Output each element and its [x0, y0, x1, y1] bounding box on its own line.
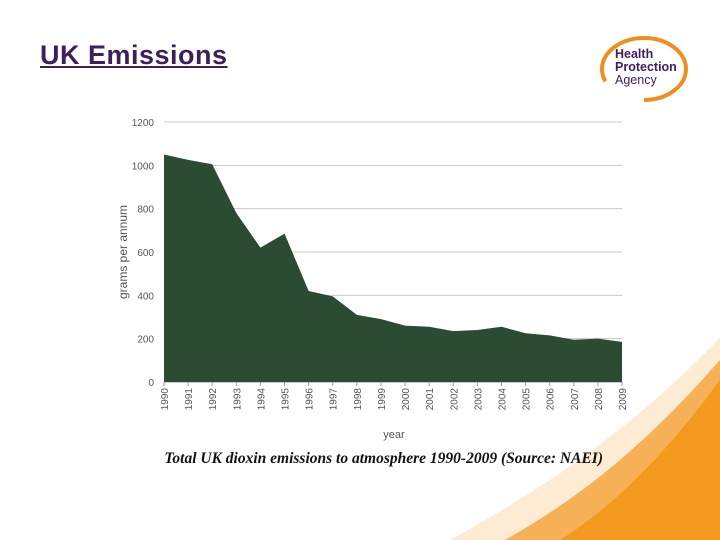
health-protection-agency-logo: Health Protection Agency — [598, 34, 690, 104]
x-tick-label: 1994 — [256, 388, 267, 411]
logo-line-3: Agency — [615, 73, 657, 87]
x-axis-label: year — [383, 429, 405, 441]
y-tick-label: 0 — [148, 378, 154, 389]
logo-line-1: Health — [615, 47, 653, 61]
x-tick-label: 2002 — [449, 388, 460, 411]
series-area — [164, 154, 622, 382]
x-tick-label: 2003 — [473, 388, 484, 411]
x-tick-label: 1999 — [377, 388, 388, 411]
y-tick-label: 1000 — [132, 161, 155, 172]
chart-caption: Total UK dioxin emissions to atmosphere … — [0, 450, 690, 468]
logo-line-2: Protection — [615, 60, 677, 74]
y-tick-label: 400 — [137, 291, 154, 302]
x-tick-label: 1995 — [281, 388, 292, 411]
x-tick-label: 1993 — [232, 388, 243, 411]
x-tick-label: 2009 — [618, 388, 629, 411]
x-tick-label: 2006 — [546, 388, 557, 411]
x-tick-label: 2001 — [425, 388, 436, 411]
y-tick-label: 600 — [137, 248, 154, 259]
x-tick-label: 1992 — [208, 388, 219, 411]
x-tick-label: 2007 — [570, 388, 581, 411]
y-tick-label: 200 — [137, 335, 154, 346]
caption-text: Total UK dioxin emissions to atmosphere … — [164, 450, 603, 467]
x-tick-label: 1997 — [329, 388, 340, 411]
x-tick-label: 2004 — [497, 388, 508, 411]
x-tick-label: 1996 — [305, 388, 316, 411]
x-tick-label: 1998 — [353, 388, 364, 411]
y-tick-label: 1200 — [132, 118, 155, 129]
x-tick-label: 1991 — [184, 388, 195, 411]
y-tick-label: 800 — [137, 205, 154, 216]
page-title: UK Emissions — [40, 40, 228, 70]
y-axis-label: grams per annum — [116, 205, 130, 299]
x-tick-label: 1990 — [160, 388, 171, 411]
x-tick-label: 2008 — [594, 388, 605, 411]
x-tick-label: 2005 — [522, 388, 533, 411]
x-tick-label: 2000 — [401, 388, 412, 411]
